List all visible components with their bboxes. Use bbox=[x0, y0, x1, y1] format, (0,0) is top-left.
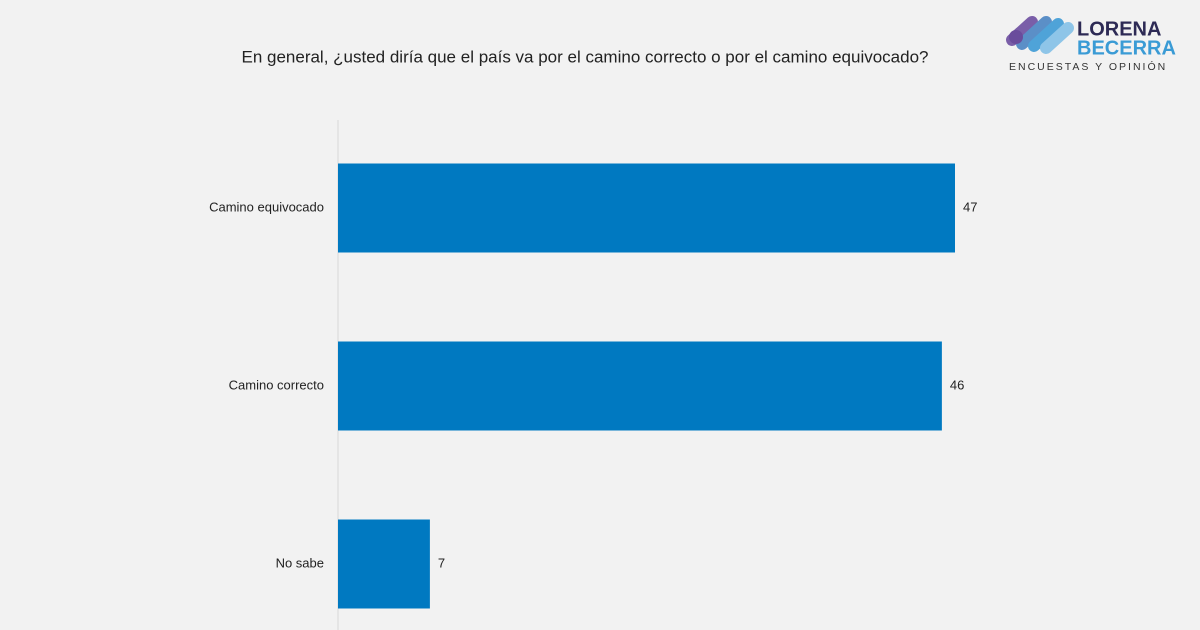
chart-title: En general, ¿usted diría que el país va … bbox=[241, 47, 928, 66]
logo-stroke bbox=[1016, 16, 1052, 50]
logo-stroke bbox=[1040, 22, 1074, 54]
logo-tagline: ENCUESTAS Y OPINIÓN bbox=[1009, 60, 1167, 73]
logo-dot bbox=[1009, 30, 1023, 44]
value-label: 47 bbox=[963, 199, 977, 214]
logo: LORENA BECERRA ENCUESTAS Y OPINIÓN bbox=[1006, 16, 1176, 73]
logo-name: BECERRA bbox=[1077, 37, 1176, 59]
value-label: 46 bbox=[950, 377, 964, 392]
value-label: 7 bbox=[438, 555, 445, 570]
bar bbox=[338, 341, 942, 431]
bar bbox=[338, 163, 955, 253]
y-tick-label: Camino equivocado bbox=[209, 199, 324, 214]
y-tick-label: Camino correcto bbox=[229, 377, 324, 392]
logo-stroke bbox=[1028, 18, 1064, 52]
y-tick-label: No sabe bbox=[276, 555, 324, 570]
logo-name: LORENA bbox=[1077, 18, 1161, 40]
bar bbox=[338, 519, 430, 609]
